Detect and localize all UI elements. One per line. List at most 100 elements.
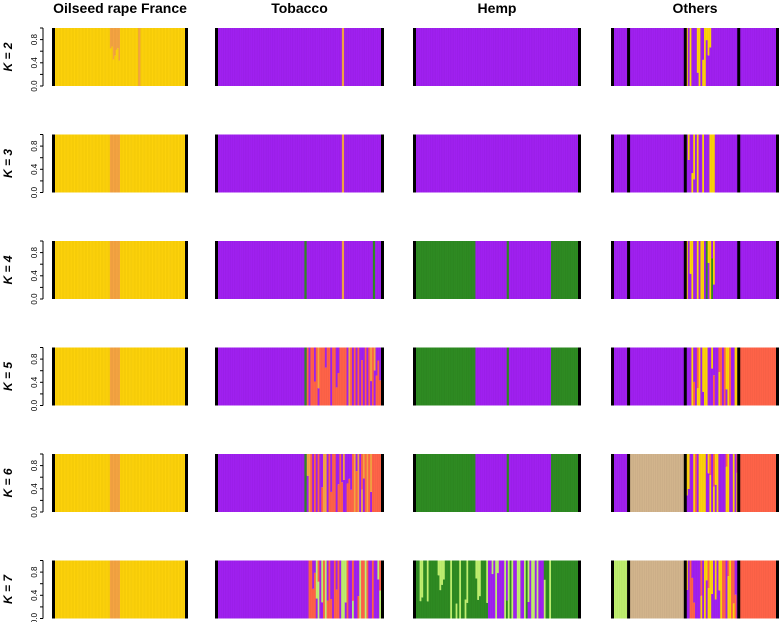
admixture-bar	[419, 347, 422, 406]
admixture-bar	[59, 454, 62, 512]
admixture-bar	[357, 241, 360, 299]
admixture-bar	[94, 241, 96, 299]
admixture-bar	[56, 241, 59, 299]
admixture-bar	[668, 28, 671, 86]
admixture-bar	[464, 599, 467, 619]
admixture-bar	[428, 134, 431, 193]
admixture-bar	[563, 454, 566, 512]
admixture-bar	[177, 241, 180, 299]
admixture-bar	[468, 560, 471, 619]
admixture-bar	[570, 454, 573, 512]
admixture-bar	[641, 134, 644, 193]
admixture-bar	[263, 454, 266, 512]
admixture-bar	[426, 454, 429, 512]
admixture-bar	[533, 560, 536, 619]
admixture-bar	[257, 241, 261, 299]
admixture-bar	[377, 560, 380, 580]
admixture-bar	[466, 602, 469, 619]
admixture-bar	[515, 28, 518, 86]
admixture-bar	[111, 241, 114, 299]
admixture-bar	[180, 454, 183, 512]
admixture-bar	[659, 134, 662, 193]
admixture-bar	[275, 454, 279, 512]
admixture-bar	[741, 454, 744, 512]
admixture-bar	[117, 347, 119, 406]
admixture-bar	[435, 134, 438, 193]
admixture-bar	[479, 454, 482, 512]
admixture-bar	[731, 560, 734, 619]
admixture-bar	[153, 28, 156, 86]
admixture-bar	[286, 241, 289, 299]
admixture-bar	[361, 28, 364, 86]
admixture-bar	[333, 134, 337, 193]
admixture-bar	[547, 241, 550, 299]
admixture-bar	[765, 241, 768, 299]
admixture-bar	[623, 347, 626, 406]
admixture-bar	[664, 560, 667, 619]
admixture-bar	[635, 241, 638, 299]
admixture-bar	[680, 560, 683, 619]
admixture-bar	[716, 134, 719, 193]
admixture-bar	[713, 454, 716, 487]
admixture-bar	[167, 347, 170, 406]
admixture-bar	[689, 241, 692, 274]
admixture-bar	[711, 560, 714, 594]
admixture-bar	[722, 560, 725, 619]
admixture-bar	[516, 454, 519, 512]
admixture-bar	[464, 134, 467, 193]
admixture-bar	[637, 347, 640, 406]
admixture-bar	[102, 134, 105, 193]
admixture-bar	[225, 28, 228, 86]
admixture-bar	[62, 28, 65, 86]
admixture-bar	[333, 454, 337, 512]
admixture-bar	[452, 134, 455, 193]
admixture-bar	[570, 28, 573, 86]
admixture-bar	[270, 347, 273, 406]
admixture-bar	[79, 241, 82, 299]
admixture-bar	[569, 134, 572, 193]
admixture-bar	[353, 347, 356, 406]
admixture-bar	[421, 134, 424, 193]
admixture-bar	[333, 560, 337, 619]
admixture-bar	[308, 347, 311, 406]
admixture-bar	[227, 560, 230, 619]
admixture-bar	[299, 241, 302, 299]
admixture-bar	[308, 134, 311, 193]
admixture-bar	[671, 454, 674, 512]
admixture-bar	[543, 560, 546, 580]
admixture-bar	[256, 241, 259, 299]
row-label: K = 3	[1, 149, 15, 178]
admixture-bar	[763, 347, 766, 406]
admixture-bar	[675, 28, 678, 86]
admixture-bar	[637, 560, 640, 619]
admixture-bar	[104, 454, 106, 512]
admixture-bar	[342, 454, 346, 480]
admixture-bar	[624, 28, 627, 86]
admixture-bar	[141, 28, 144, 86]
admixture-bar	[455, 454, 458, 512]
admixture-bar	[257, 560, 261, 619]
admixture-bar	[657, 28, 660, 86]
admixture-bar	[473, 28, 476, 86]
admixture-bar	[346, 560, 349, 619]
admixture-bar	[671, 347, 674, 406]
admixture-bar	[281, 241, 284, 299]
admixture-bar	[516, 241, 519, 299]
admixture-bar	[95, 134, 98, 193]
admixture-bar	[450, 28, 453, 86]
admixture-bar	[297, 134, 300, 193]
admixture-bar	[308, 241, 311, 299]
admixture-bar	[250, 28, 253, 86]
admixture-bar	[127, 134, 130, 193]
admixture-bar	[361, 560, 364, 619]
admixture-bar	[138, 134, 141, 193]
admixture-bar	[502, 241, 505, 299]
admixture-bar	[714, 484, 717, 512]
admixture-bar	[81, 560, 83, 619]
admixture-bar	[288, 347, 291, 406]
admixture-bar	[650, 134, 653, 193]
admixture-bar	[657, 134, 660, 193]
admixture-bar	[691, 241, 694, 299]
admixture-bar	[78, 560, 80, 619]
admixture-bar	[237, 134, 241, 193]
